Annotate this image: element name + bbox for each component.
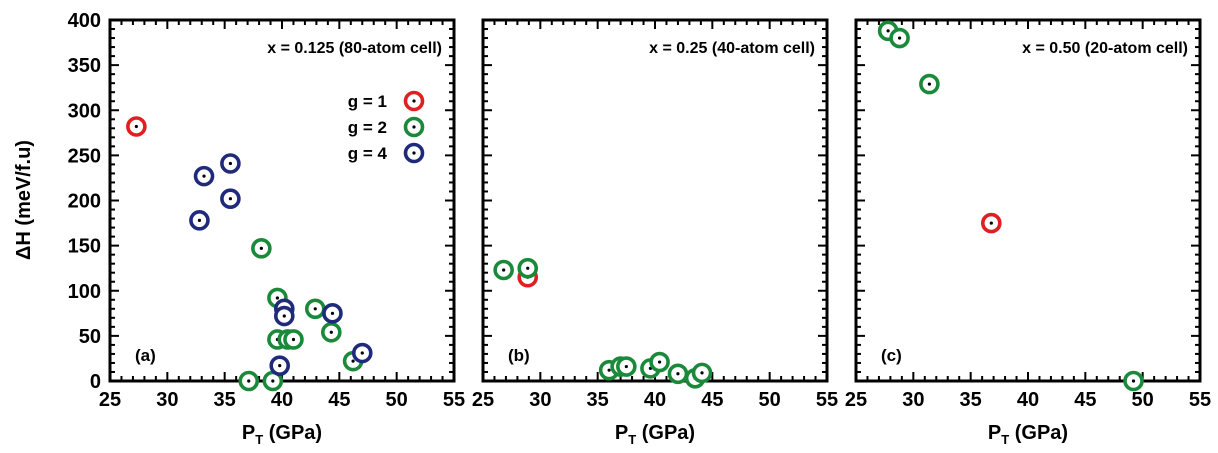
- x-tick-label: 25: [99, 389, 121, 411]
- x-axis-title: PT (GPa): [242, 422, 322, 447]
- panel-title: x = 0.125 (80-atom cell): [267, 40, 442, 57]
- legend-marker: [403, 142, 425, 164]
- data-point: [322, 303, 343, 324]
- panel-label: (a): [135, 346, 156, 365]
- y-tick-label: 250: [68, 145, 101, 167]
- plot-frame: [854, 18, 1202, 383]
- x-tick-label: 25: [472, 389, 494, 411]
- data-point: [126, 116, 147, 137]
- plot-frame: [481, 18, 829, 383]
- y-tick-label: 150: [68, 236, 101, 258]
- y-tick-label: 300: [68, 100, 101, 122]
- x-tick-label: 55: [816, 389, 838, 411]
- data-point: [889, 27, 910, 49]
- x-tick-label: 35: [960, 389, 982, 411]
- data-point: [321, 321, 342, 343]
- x-axis-title: PT (GPa): [615, 422, 695, 447]
- data-point: [667, 363, 689, 385]
- x-tick-label: 45: [701, 389, 723, 411]
- data-point: [220, 188, 241, 209]
- legend-marker: [403, 116, 425, 138]
- data-point: [493, 259, 514, 281]
- x-tick-label: 40: [271, 389, 293, 411]
- y-tick-label: 0: [90, 371, 101, 393]
- x-tick-label: 30: [902, 389, 924, 411]
- x-tick-label: 40: [644, 389, 666, 411]
- x-tick-label: 35: [587, 389, 609, 411]
- data-point: [649, 351, 670, 373]
- data-point: [193, 165, 215, 187]
- data-point: [517, 257, 539, 279]
- panel-b: 25 30 35 40 45 50 55 PT (GPa) x = 0.25 (40-atom …: [472, 18, 838, 447]
- data-point: [919, 73, 940, 95]
- panels: 25 30 35 40 45 50 55 0 50 100 150 200 250 300 350 400 PT…: [68, 10, 1212, 447]
- data-point: [304, 298, 326, 320]
- data-point: [273, 305, 295, 327]
- y-axis-title: ΔH (meV/f.u): [13, 140, 35, 260]
- plot-frame: [108, 18, 456, 383]
- panel-c: 25 30 35 40 45 50 55 PT (GPa) x = 0.50 (20-atom …: [845, 18, 1211, 447]
- y-tick-label: 350: [68, 55, 101, 77]
- x-tick-label: 40: [1017, 389, 1039, 411]
- y-tick-label: 400: [68, 10, 101, 32]
- x-tick-label: 30: [529, 389, 551, 411]
- x-tick-label: 55: [443, 389, 465, 411]
- data-point: [616, 356, 637, 377]
- data-point: [220, 153, 241, 174]
- data-point: [691, 362, 713, 384]
- x-tick-label: 50: [759, 389, 781, 411]
- panel-label: (c): [881, 346, 902, 365]
- y-tick-label: 50: [79, 326, 101, 348]
- x-tick-label: 45: [1074, 389, 1096, 411]
- panel-a: 25 30 35 40 45 50 55 0 50 100 150 200 250 300 350 400 PT…: [68, 10, 466, 447]
- data-point: [238, 370, 260, 392]
- legend-label: g = 2: [348, 118, 387, 137]
- x-tick-label: 45: [328, 389, 350, 411]
- legend-marker: [403, 90, 425, 112]
- legend-label: g = 4: [348, 144, 388, 163]
- panel-title: x = 0.25 (40-atom cell): [649, 40, 815, 57]
- panel-title: x = 0.50 (20-atom cell): [1022, 40, 1188, 57]
- x-tick-label: 30: [156, 389, 178, 411]
- data-point: [189, 210, 210, 231]
- legend-label: g = 1: [348, 92, 387, 111]
- x-tick-label: 50: [1132, 389, 1154, 411]
- data-point: [351, 342, 373, 364]
- data-point: [269, 355, 291, 376]
- data-point: [1123, 370, 1144, 392]
- y-tick-label: 200: [68, 191, 101, 213]
- panel-label: (b): [508, 346, 530, 365]
- x-axis-title: PT (GPa): [988, 422, 1068, 447]
- y-tick-label: 100: [68, 281, 101, 303]
- x-tick-label: 25: [845, 389, 867, 411]
- x-tick-label: 35: [214, 389, 236, 411]
- data-point: [283, 329, 304, 350]
- x-tick-label: 50: [386, 389, 408, 411]
- data-point: [251, 238, 272, 259]
- data-point: [981, 212, 1002, 234]
- x-tick-label: 55: [1189, 389, 1211, 411]
